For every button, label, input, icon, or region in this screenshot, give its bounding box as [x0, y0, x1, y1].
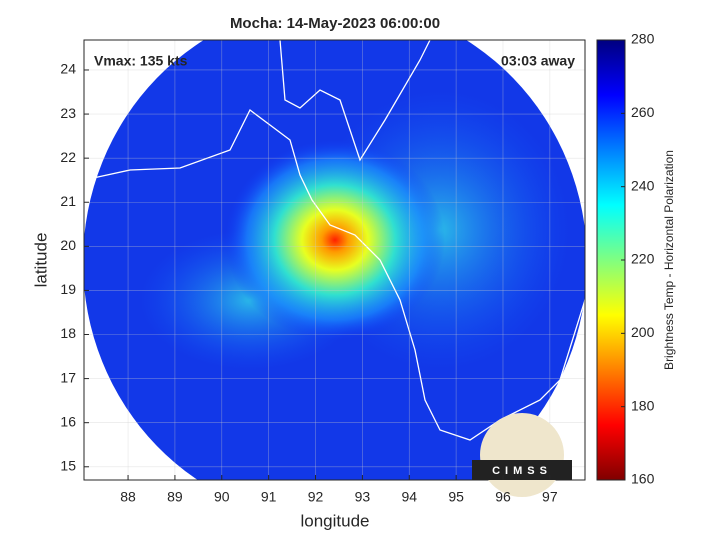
x-axis-label: longitude	[300, 511, 369, 530]
colorbar-tick-label: 200	[631, 324, 655, 340]
logo: CIMSS	[472, 413, 572, 497]
logo-disc	[480, 413, 564, 497]
colorbar-label: Brightness Temp - Horizontal Polarizatio…	[662, 150, 676, 370]
x-tick-label: 88	[120, 489, 136, 505]
x-tick-label: 89	[167, 489, 183, 505]
colorbar-tick-label: 280	[631, 31, 655, 47]
logo-text: CIMSS	[492, 465, 552, 477]
colorbar-tick-label: 160	[631, 471, 655, 487]
y-tick-label: 22	[60, 149, 76, 165]
colorbar-tick-label: 180	[631, 397, 655, 413]
logo-bar	[472, 460, 572, 480]
y-tick-label: 23	[60, 105, 76, 121]
plot-frame	[83, 39, 586, 481]
y-tick-label: 21	[60, 193, 76, 209]
annotation: Vmax: 135 kts	[94, 53, 188, 69]
y-tick-label: 20	[60, 237, 76, 253]
x-tick-label: 96	[495, 489, 511, 505]
x-tick-label: 91	[261, 489, 277, 505]
y-tick-label: 19	[60, 281, 76, 297]
satellite-image	[84, 40, 585, 480]
y-tick-label: 16	[60, 413, 76, 429]
x-tick-label: 94	[401, 489, 417, 505]
y-tick-label: 15	[60, 457, 76, 473]
y-tick-label: 24	[60, 61, 76, 77]
chart-title: Mocha: 14-May-2023 06:00:00	[230, 15, 440, 32]
storm-core	[225, 140, 445, 340]
colorbar	[596, 39, 626, 481]
annotation: 03:03 away	[501, 53, 575, 69]
x-tick-label: 95	[448, 489, 464, 505]
y-tick-label: 18	[60, 325, 76, 341]
x-tick-label: 97	[542, 489, 558, 505]
x-tick-label: 92	[308, 489, 324, 505]
coastline	[279, 40, 431, 162]
y-axis-label: latitude	[31, 233, 50, 288]
colorbar-tick-label: 260	[631, 104, 655, 120]
colorbar-tick-label: 240	[631, 177, 655, 193]
x-tick-label: 93	[355, 489, 371, 505]
y-tick-label: 17	[60, 369, 76, 385]
x-tick-label: 90	[214, 489, 230, 505]
colorbar-tick-label: 220	[631, 251, 655, 267]
